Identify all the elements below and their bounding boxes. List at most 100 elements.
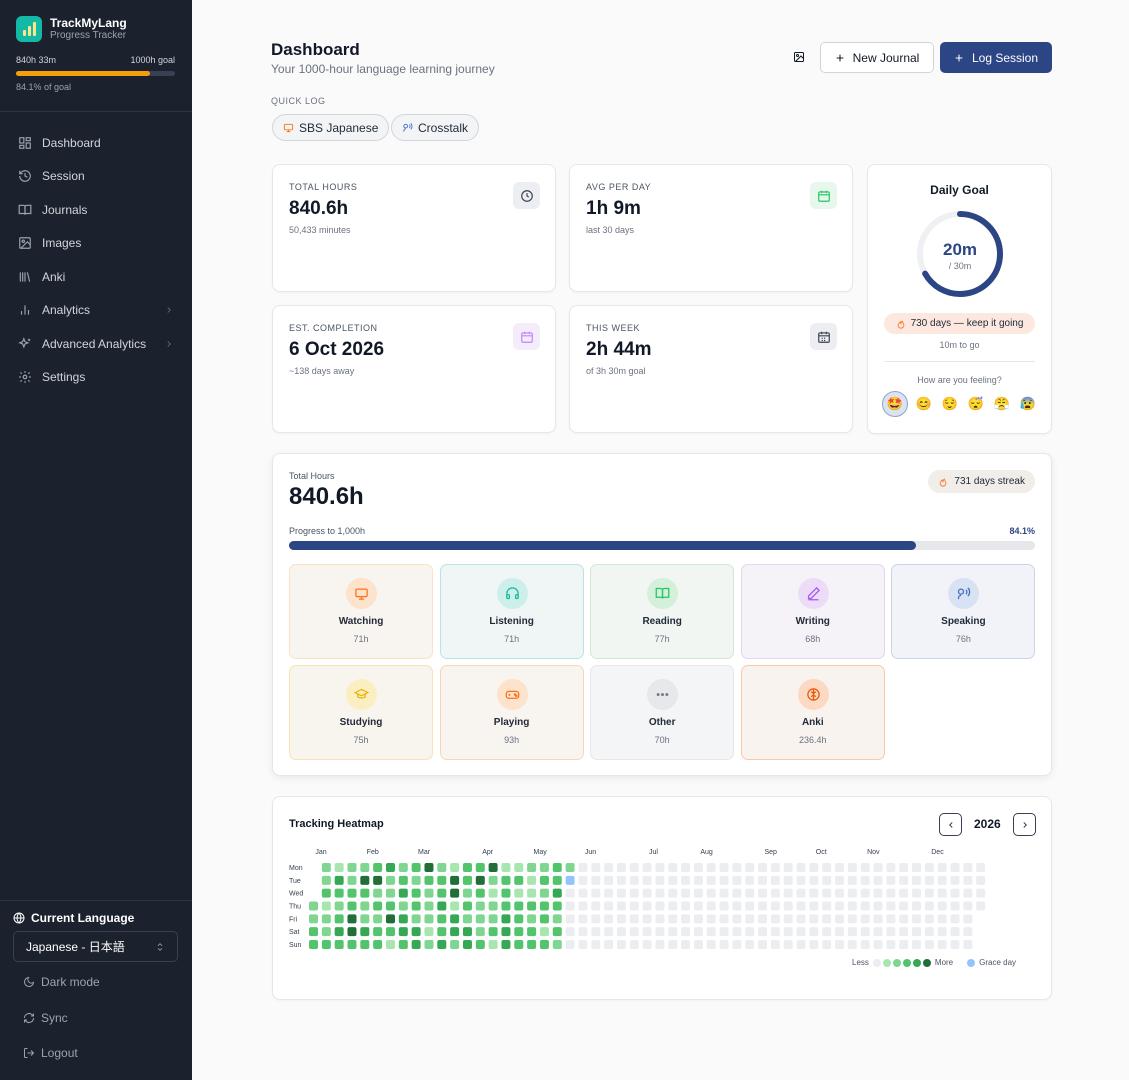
heatmap-cell[interactable]	[912, 901, 922, 911]
heatmap-cell[interactable]	[912, 927, 922, 937]
heatmap-cell[interactable]	[539, 863, 549, 872]
heatmap-cell[interactable]	[514, 888, 524, 898]
heatmap-cell[interactable]	[655, 927, 665, 937]
category-tile-studying[interactable]: Studying 75h	[289, 665, 433, 760]
heatmap-cell[interactable]	[783, 914, 793, 924]
heatmap-cell[interactable]	[976, 888, 986, 898]
heatmap-cell[interactable]	[796, 914, 806, 924]
heatmap-cell[interactable]	[783, 901, 793, 911]
heatmap-cell[interactable]	[578, 901, 588, 911]
heatmap-cell[interactable]	[309, 939, 318, 949]
heatmap-cell[interactable]	[424, 901, 434, 911]
heatmap-cell[interactable]	[514, 914, 524, 924]
heatmap-cell[interactable]	[591, 927, 601, 937]
heatmap-cell[interactable]	[924, 863, 934, 872]
heatmap-cell[interactable]	[475, 927, 485, 937]
heatmap-cell[interactable]	[835, 863, 845, 872]
heatmap-cell[interactable]	[334, 863, 344, 872]
heatmap-cell[interactable]	[963, 863, 973, 872]
heatmap-cell[interactable]	[886, 939, 896, 949]
heatmap-cell[interactable]	[552, 901, 562, 911]
heatmap-cell[interactable]	[693, 901, 703, 911]
heatmap-cell[interactable]	[604, 863, 614, 872]
heatmap-cell[interactable]	[334, 939, 344, 949]
heatmap-cell[interactable]	[552, 875, 562, 885]
heatmap-cell[interactable]	[501, 914, 511, 924]
heatmap-cell[interactable]	[860, 901, 870, 911]
heatmap-cell[interactable]	[309, 914, 318, 924]
heatmap-cell[interactable]	[668, 875, 678, 885]
heatmap-cell[interactable]	[758, 914, 768, 924]
heatmap-cell[interactable]	[796, 939, 806, 949]
heatmap-cell[interactable]	[398, 914, 408, 924]
heatmap-cell[interactable]	[347, 927, 357, 937]
heatmap-cell[interactable]	[950, 888, 960, 898]
heatmap-cell[interactable]	[706, 875, 716, 885]
heatmap-cell[interactable]	[616, 939, 626, 949]
heatmap-cell[interactable]	[321, 927, 331, 937]
heatmap-cell[interactable]	[578, 863, 588, 872]
heatmap-cell[interactable]	[693, 875, 703, 885]
heatmap-cell[interactable]	[334, 927, 344, 937]
heatmap-cell[interactable]	[835, 888, 845, 898]
heatmap-cell[interactable]	[732, 875, 742, 885]
heatmap-cell[interactable]	[424, 927, 434, 937]
heatmap-cell[interactable]	[488, 901, 498, 911]
heatmap-cell[interactable]	[937, 939, 947, 949]
heatmap-cell[interactable]	[488, 939, 498, 949]
heatmap-cell[interactable]	[514, 863, 524, 872]
heatmap-cell[interactable]	[873, 863, 883, 872]
heatmap-cell[interactable]	[411, 863, 421, 872]
new-journal-button[interactable]: New Journal	[820, 42, 934, 73]
heatmap-cell[interactable]	[809, 927, 819, 937]
heatmap-cell[interactable]	[899, 927, 909, 937]
heatmap-cell[interactable]	[475, 901, 485, 911]
heatmap-cell[interactable]	[924, 927, 934, 937]
heatmap-cell[interactable]	[732, 939, 742, 949]
heatmap-cell[interactable]	[462, 939, 472, 949]
heatmap-cell[interactable]	[847, 927, 857, 937]
heatmap-cell[interactable]	[398, 888, 408, 898]
heatmap-cell[interactable]	[398, 927, 408, 937]
heatmap-cell[interactable]	[822, 939, 832, 949]
nav-item-journals[interactable]: Journals	[8, 193, 184, 227]
heatmap-cell[interactable]	[462, 875, 472, 885]
heatmap-cell[interactable]	[950, 927, 960, 937]
heatmap-cell[interactable]	[450, 901, 460, 911]
heatmap-cell[interactable]	[347, 863, 357, 872]
sync-button[interactable]: Sync	[23, 1011, 68, 1025]
heatmap-cell[interactable]	[527, 901, 537, 911]
heatmap-cell[interactable]	[899, 939, 909, 949]
heatmap-cell[interactable]	[565, 875, 575, 885]
heatmap-cell[interactable]	[347, 888, 357, 898]
heatmap-cell[interactable]	[796, 888, 806, 898]
heatmap-cell[interactable]	[693, 914, 703, 924]
heatmap-cell[interactable]	[783, 875, 793, 885]
heatmap-cell[interactable]	[309, 901, 318, 911]
heatmap-cell[interactable]	[937, 888, 947, 898]
quick-log-chip-crosstalk[interactable]: Crosstalk	[391, 114, 480, 141]
heatmap-cell[interactable]	[745, 927, 755, 937]
heatmap-cell[interactable]	[886, 863, 896, 872]
heatmap-cell[interactable]	[488, 888, 498, 898]
heatmap-cell[interactable]	[437, 875, 447, 885]
mood-option[interactable]: 😊	[915, 396, 933, 411]
heatmap-cell[interactable]	[847, 901, 857, 911]
heatmap-cell[interactable]	[552, 939, 562, 949]
heatmap-cell[interactable]	[732, 863, 742, 872]
heatmap-cell[interactable]	[719, 863, 729, 872]
heatmap-cell[interactable]	[642, 875, 652, 885]
heatmap-cell[interactable]	[706, 901, 716, 911]
heatmap-cell[interactable]	[770, 914, 780, 924]
heatmap-cell[interactable]	[501, 939, 511, 949]
mood-option[interactable]: 🤩	[882, 391, 908, 417]
heatmap-cell[interactable]	[937, 927, 947, 937]
heatmap-cell[interactable]	[732, 901, 742, 911]
heatmap-cell[interactable]	[462, 927, 472, 937]
heatmap-cell[interactable]	[488, 927, 498, 937]
heatmap-cell[interactable]	[539, 888, 549, 898]
heatmap-cell[interactable]	[539, 939, 549, 949]
heatmap-cell[interactable]	[616, 863, 626, 872]
heatmap-cell[interactable]	[655, 888, 665, 898]
heatmap-cell[interactable]	[758, 863, 768, 872]
